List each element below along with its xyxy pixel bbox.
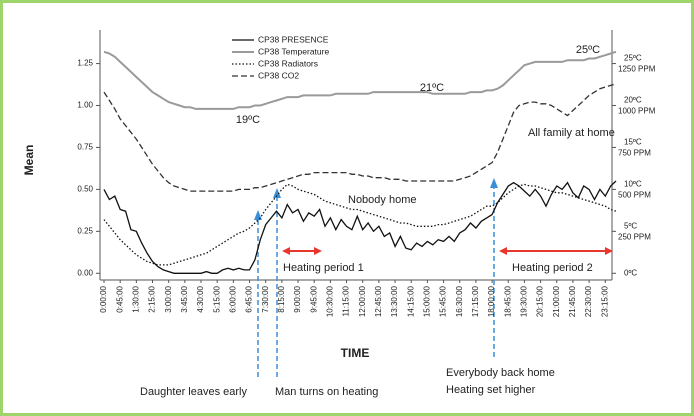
series-line — [103, 83, 617, 192]
y-tick-label: 0.75 — [77, 143, 93, 152]
x-tick-label: 13:30:00 — [390, 285, 399, 317]
y2-tick-ppm-label: 750 PPM — [618, 149, 651, 158]
y2-tick-ppm-label: 1250 PPM — [618, 65, 656, 74]
x-tick-label: 19:30:00 — [520, 285, 529, 317]
arrow-head — [490, 178, 498, 188]
x-tick-label: 4:30:00 — [196, 285, 205, 312]
x-tick-label: 8:15:00 — [277, 285, 286, 312]
x-tick-label: 0:45:00 — [115, 285, 124, 312]
x-tick-label: 17:15:00 — [471, 285, 480, 317]
y-tick-label: 0.50 — [77, 185, 93, 194]
annotation: 19ºC — [236, 114, 260, 126]
y2-tick-ppm-label: 250 PPM — [618, 232, 651, 241]
annotation: Nobody home — [348, 194, 417, 206]
y2-tick-label: 10ºC — [624, 180, 642, 189]
annotation: Heating period 1 — [283, 262, 364, 274]
y2-tick-label: 20ºC — [624, 96, 642, 105]
annotation: Everybody back home — [446, 367, 555, 379]
annotation: 25ºC — [576, 44, 600, 56]
x-tick-label: 3:00:00 — [164, 285, 173, 312]
x-tick-label: 23:15:00 — [600, 285, 609, 317]
arrow-head — [282, 247, 290, 255]
y-tick-label: 0.25 — [77, 226, 93, 235]
y2-tick-label: 25ºC — [624, 54, 642, 63]
y-tick-label: 0.00 — [77, 268, 93, 277]
series-line — [103, 180, 617, 274]
x-tick-label: 0:00:00 — [99, 285, 108, 312]
x-tick-label: 5:15:00 — [212, 285, 221, 312]
y-axis-label: Mean — [22, 145, 36, 176]
x-tick-label: 21:00:00 — [552, 285, 561, 317]
arrow-head — [254, 210, 262, 220]
legend-label: CP38 Radiators — [258, 58, 318, 68]
annotation: Man turns on heating — [275, 386, 378, 398]
x-tick-label: 22:30:00 — [584, 285, 593, 317]
x-tick-label: 18:45:00 — [503, 285, 512, 317]
x-tick-label: 2:15:00 — [148, 285, 157, 312]
x-tick-label: 7:30:00 — [261, 285, 270, 312]
x-tick-label: 21:45:00 — [568, 285, 577, 317]
legend-label: CP38 PRESENCE — [258, 34, 329, 44]
annotation: Heating set higher — [446, 384, 536, 396]
arrow-head — [273, 188, 281, 198]
y2-tick-ppm-label: 500 PPM — [618, 191, 651, 200]
x-tick-label: 20:15:00 — [536, 285, 545, 317]
series-line — [103, 183, 617, 266]
annotation: Heating period 2 — [512, 262, 593, 274]
x-tick-label: 12:45:00 — [374, 285, 383, 317]
x-tick-label: 12:00:00 — [358, 285, 367, 317]
legend-label: CP38 Temperature — [258, 46, 329, 56]
arrow-head — [499, 247, 507, 255]
x-tick-label: 10:30:00 — [325, 285, 334, 317]
arrow-head — [314, 247, 322, 255]
arrows — [254, 178, 613, 377]
arrow-head — [605, 247, 613, 255]
x-axis-label: TIME — [341, 346, 370, 360]
x-tick-label: 9:00:00 — [293, 285, 302, 312]
x-tick-label: 15:00:00 — [423, 285, 432, 317]
annotation: Daughter leaves early — [140, 386, 248, 398]
x-tick-label: 11:15:00 — [342, 285, 351, 316]
x-tick-label: 6:00:00 — [228, 285, 237, 312]
x-tick-label: 6:45:00 — [245, 285, 254, 312]
y2-tick-label: 15ºC — [624, 138, 642, 147]
annotation: 21ºC — [420, 82, 444, 94]
x-tick-label: 14:15:00 — [406, 285, 415, 317]
series-line — [103, 50, 617, 110]
y2-tick-label: 0ºC — [624, 268, 637, 277]
annotation: All family at home — [528, 127, 615, 139]
y-tick-label: 1.00 — [77, 101, 93, 110]
x-tick-label: 3:45:00 — [180, 285, 189, 312]
x-tick-label: 18:00:00 — [487, 285, 496, 317]
x-tick-label: 15:45:00 — [439, 285, 448, 317]
legend-label: CP38 CO2 — [258, 70, 299, 80]
y2-tick-ppm-label: 1000 PPM — [618, 107, 656, 116]
x-tick-label: 9:45:00 — [309, 285, 318, 312]
x-tick-label: 16:30:00 — [455, 285, 464, 317]
y2-tick-label: 5ºC — [624, 221, 637, 230]
y-tick-label: 1.25 — [77, 59, 93, 68]
x-tick-label: 1:30:00 — [131, 285, 140, 312]
